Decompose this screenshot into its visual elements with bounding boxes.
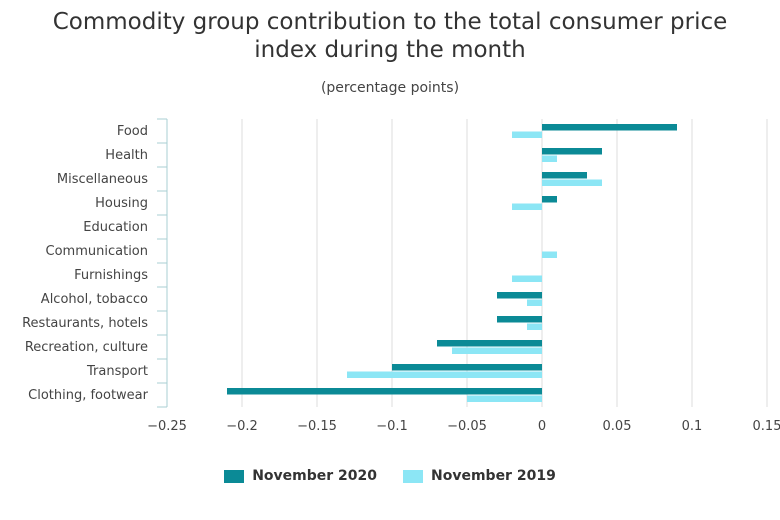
y-category-label: Health [105, 148, 148, 163]
bar-nov2019 [347, 371, 542, 378]
y-category-label: Miscellaneous [57, 172, 148, 187]
legend-label-nov2020: November 2020 [252, 468, 377, 484]
y-category-label: Recreation, culture [25, 340, 148, 355]
y-category-label: Food [117, 124, 148, 139]
legend: November 2020 November 2019 [0, 468, 780, 484]
x-tick-label: −0.2 [226, 419, 258, 434]
bar-nov2019 [467, 395, 542, 402]
legend-label-nov2019: November 2019 [431, 468, 556, 484]
legend-item-nov2020[interactable]: November 2020 [224, 468, 377, 484]
legend-item-nov2019[interactable]: November 2019 [403, 468, 556, 484]
y-category-label: Housing [95, 196, 148, 211]
legend-swatch-nov2019 [403, 469, 423, 483]
y-category-label: Communication [46, 244, 148, 259]
bar-nov2020 [227, 388, 542, 395]
bar-nov2019 [542, 251, 557, 258]
bar-nov2020 [542, 172, 587, 179]
bar-nov2019 [452, 347, 542, 354]
bar-nov2019 [512, 275, 542, 282]
bar-nov2019 [542, 155, 557, 162]
bar-chart: −0.25 −0.2 −0.15 −0.1 −0.05 0 0.05 0.1 0.15 Food H… [22, 118, 780, 434]
x-tick-label: −0.1 [376, 419, 408, 434]
bar-nov2020 [542, 196, 557, 203]
bar-nov2020 [392, 364, 542, 371]
x-tick-label: 0.1 [682, 419, 703, 434]
chart-subtitle: (percentage points) [320, 80, 460, 96]
y-category-label: Transport [86, 364, 148, 379]
x-tick-label: −0.25 [147, 419, 187, 434]
legend-swatch-nov2020 [224, 469, 245, 483]
chart-title: Commodity group contribution to the tota… [52, 9, 728, 63]
bar-nov2019 [512, 131, 542, 138]
y-category-label: Education [83, 220, 148, 235]
bar-nov2019 [542, 179, 602, 186]
bar-nov2019 [512, 203, 542, 210]
bar-nov2020 [497, 316, 542, 323]
y-category-label: Alcohol, tobacco [41, 292, 148, 307]
bar-nov2020 [542, 148, 602, 155]
x-tick-label: −0.15 [297, 419, 337, 434]
y-category-label: Clothing, footwear [28, 388, 149, 403]
bar-nov2019 [527, 323, 542, 330]
y-category-label: Restaurants, hotels [22, 316, 148, 331]
bar-nov2020 [542, 124, 677, 131]
y-category-label: Furnishings [74, 268, 148, 283]
x-tick-label: 0 [538, 419, 546, 434]
bar-nov2019 [527, 299, 542, 306]
bar-nov2020 [437, 340, 542, 347]
x-tick-label: 0.15 [753, 419, 780, 434]
bar-nov2020 [497, 292, 542, 299]
x-tick-label: −0.05 [447, 419, 487, 434]
x-tick-label: 0.05 [603, 419, 632, 434]
